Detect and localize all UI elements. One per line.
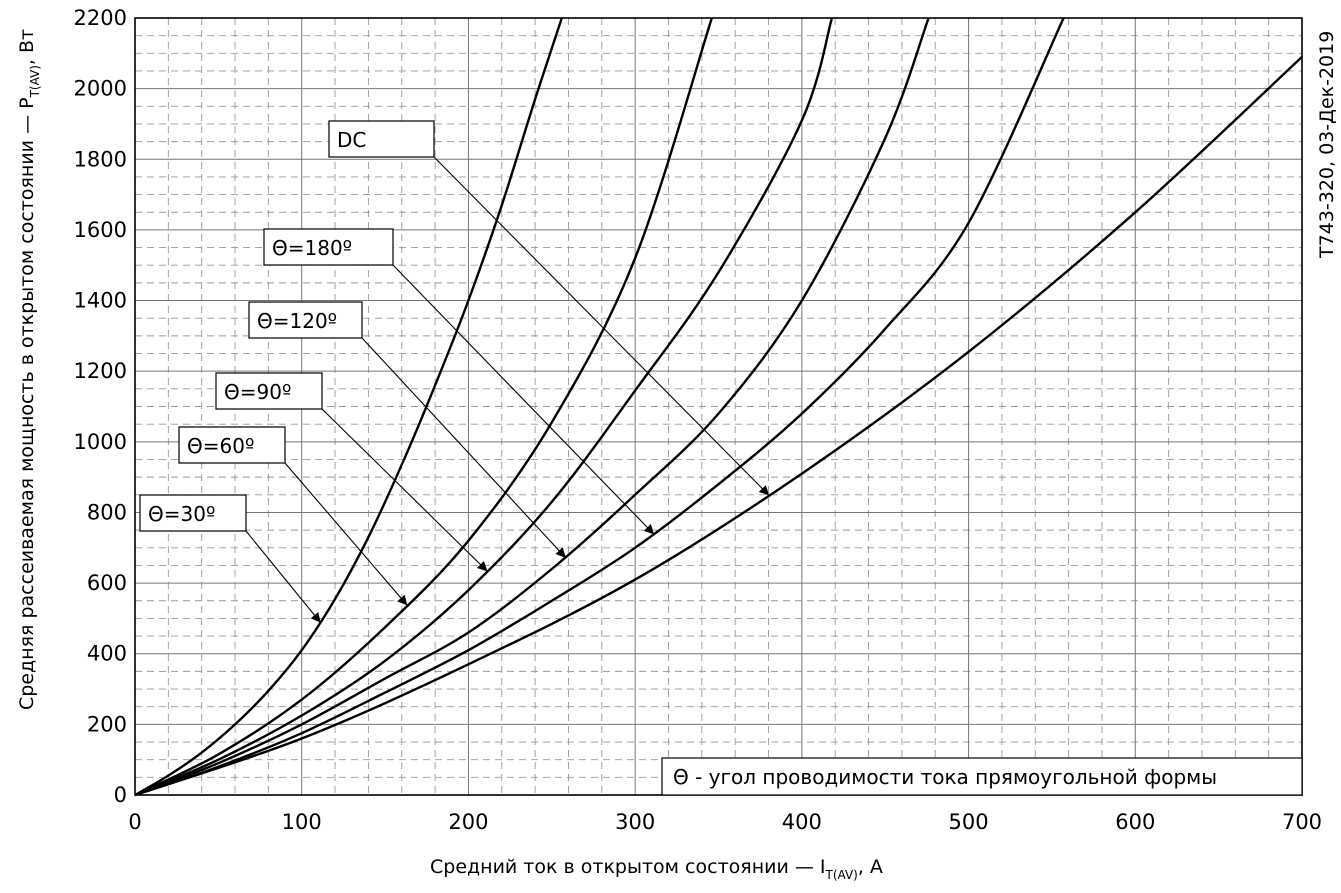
y-tick-label: 400 [87, 642, 127, 666]
curve-label-box [139, 494, 247, 532]
curve-labels: DC Θ=180º Θ=120º Θ=90º Θ=60º Θ=30º [139, 120, 435, 532]
x-tick-label: 400 [782, 810, 822, 834]
side-note: Т743-320, 03-Дек-2019 [1316, 31, 1338, 259]
y-tick-label: 2000 [74, 77, 127, 101]
y-tick-label: 1200 [74, 359, 127, 383]
y-tick-label: 1400 [74, 289, 127, 313]
y-tick-label: 800 [87, 500, 127, 524]
series-curve [134, 17, 834, 797]
curve-label: Θ=180º [272, 236, 352, 260]
x-tick-label: 500 [949, 810, 989, 834]
x-tick-label: 0 [128, 810, 141, 834]
curve-label-box [248, 301, 363, 339]
curve-label: DC [337, 128, 366, 152]
x-tick-label: 100 [282, 810, 322, 834]
label-arrow [284, 462, 408, 606]
series-curve [134, 56, 1303, 797]
x-tick-label: 700 [1282, 810, 1322, 834]
x-tick-label: 600 [1115, 810, 1155, 834]
y-tick-label: 1800 [74, 147, 127, 171]
curve-label-box [215, 372, 323, 410]
curve-label: Θ=90º [224, 380, 291, 404]
curve-label: Θ=60º [187, 434, 254, 458]
y-tick-label: 600 [87, 571, 127, 595]
curve-label: Θ=120º [257, 309, 337, 333]
y-axis-title: Средняя рассеиваемая мощность в открытом… [16, 29, 42, 710]
label-arrow [245, 530, 321, 623]
series-curve [134, 17, 563, 797]
series-curve [134, 17, 713, 797]
y-tick-label: 1600 [74, 218, 127, 242]
series-curve [134, 17, 930, 797]
x-axis-title: Средний ток в открытом состоянии — IT(AV… [430, 856, 883, 882]
y-tick-label: 0 [114, 783, 127, 807]
label-arrows [245, 156, 770, 623]
curve-label: Θ=30º [148, 502, 215, 526]
label-arrow [321, 408, 488, 572]
label-arrow [433, 156, 770, 496]
y-tick-label: 2200 [74, 6, 127, 30]
legend-note: Θ - угол проводимости тока прямоугольной… [673, 765, 1217, 789]
curve-label-box [328, 120, 435, 158]
y-tick-label: 200 [87, 712, 127, 736]
label-arrow [392, 264, 655, 535]
x-tick-label: 200 [448, 810, 488, 834]
y-tick-labels: 0 200 400 600 800 1000 1200 1400 1600 1800 2000 220… [74, 6, 127, 807]
series-curve [134, 17, 1065, 797]
y-tick-label: 1000 [74, 430, 127, 454]
label-arrow [361, 337, 566, 558]
x-tick-label: 300 [615, 810, 655, 834]
legend-note-box [661, 757, 1303, 796]
curve-label-box [263, 228, 394, 266]
curve-label-box [178, 426, 286, 464]
x-tick-labels: 0 100 200 300 400 500 600 700 [128, 810, 1322, 834]
curves [134, 17, 1303, 797]
